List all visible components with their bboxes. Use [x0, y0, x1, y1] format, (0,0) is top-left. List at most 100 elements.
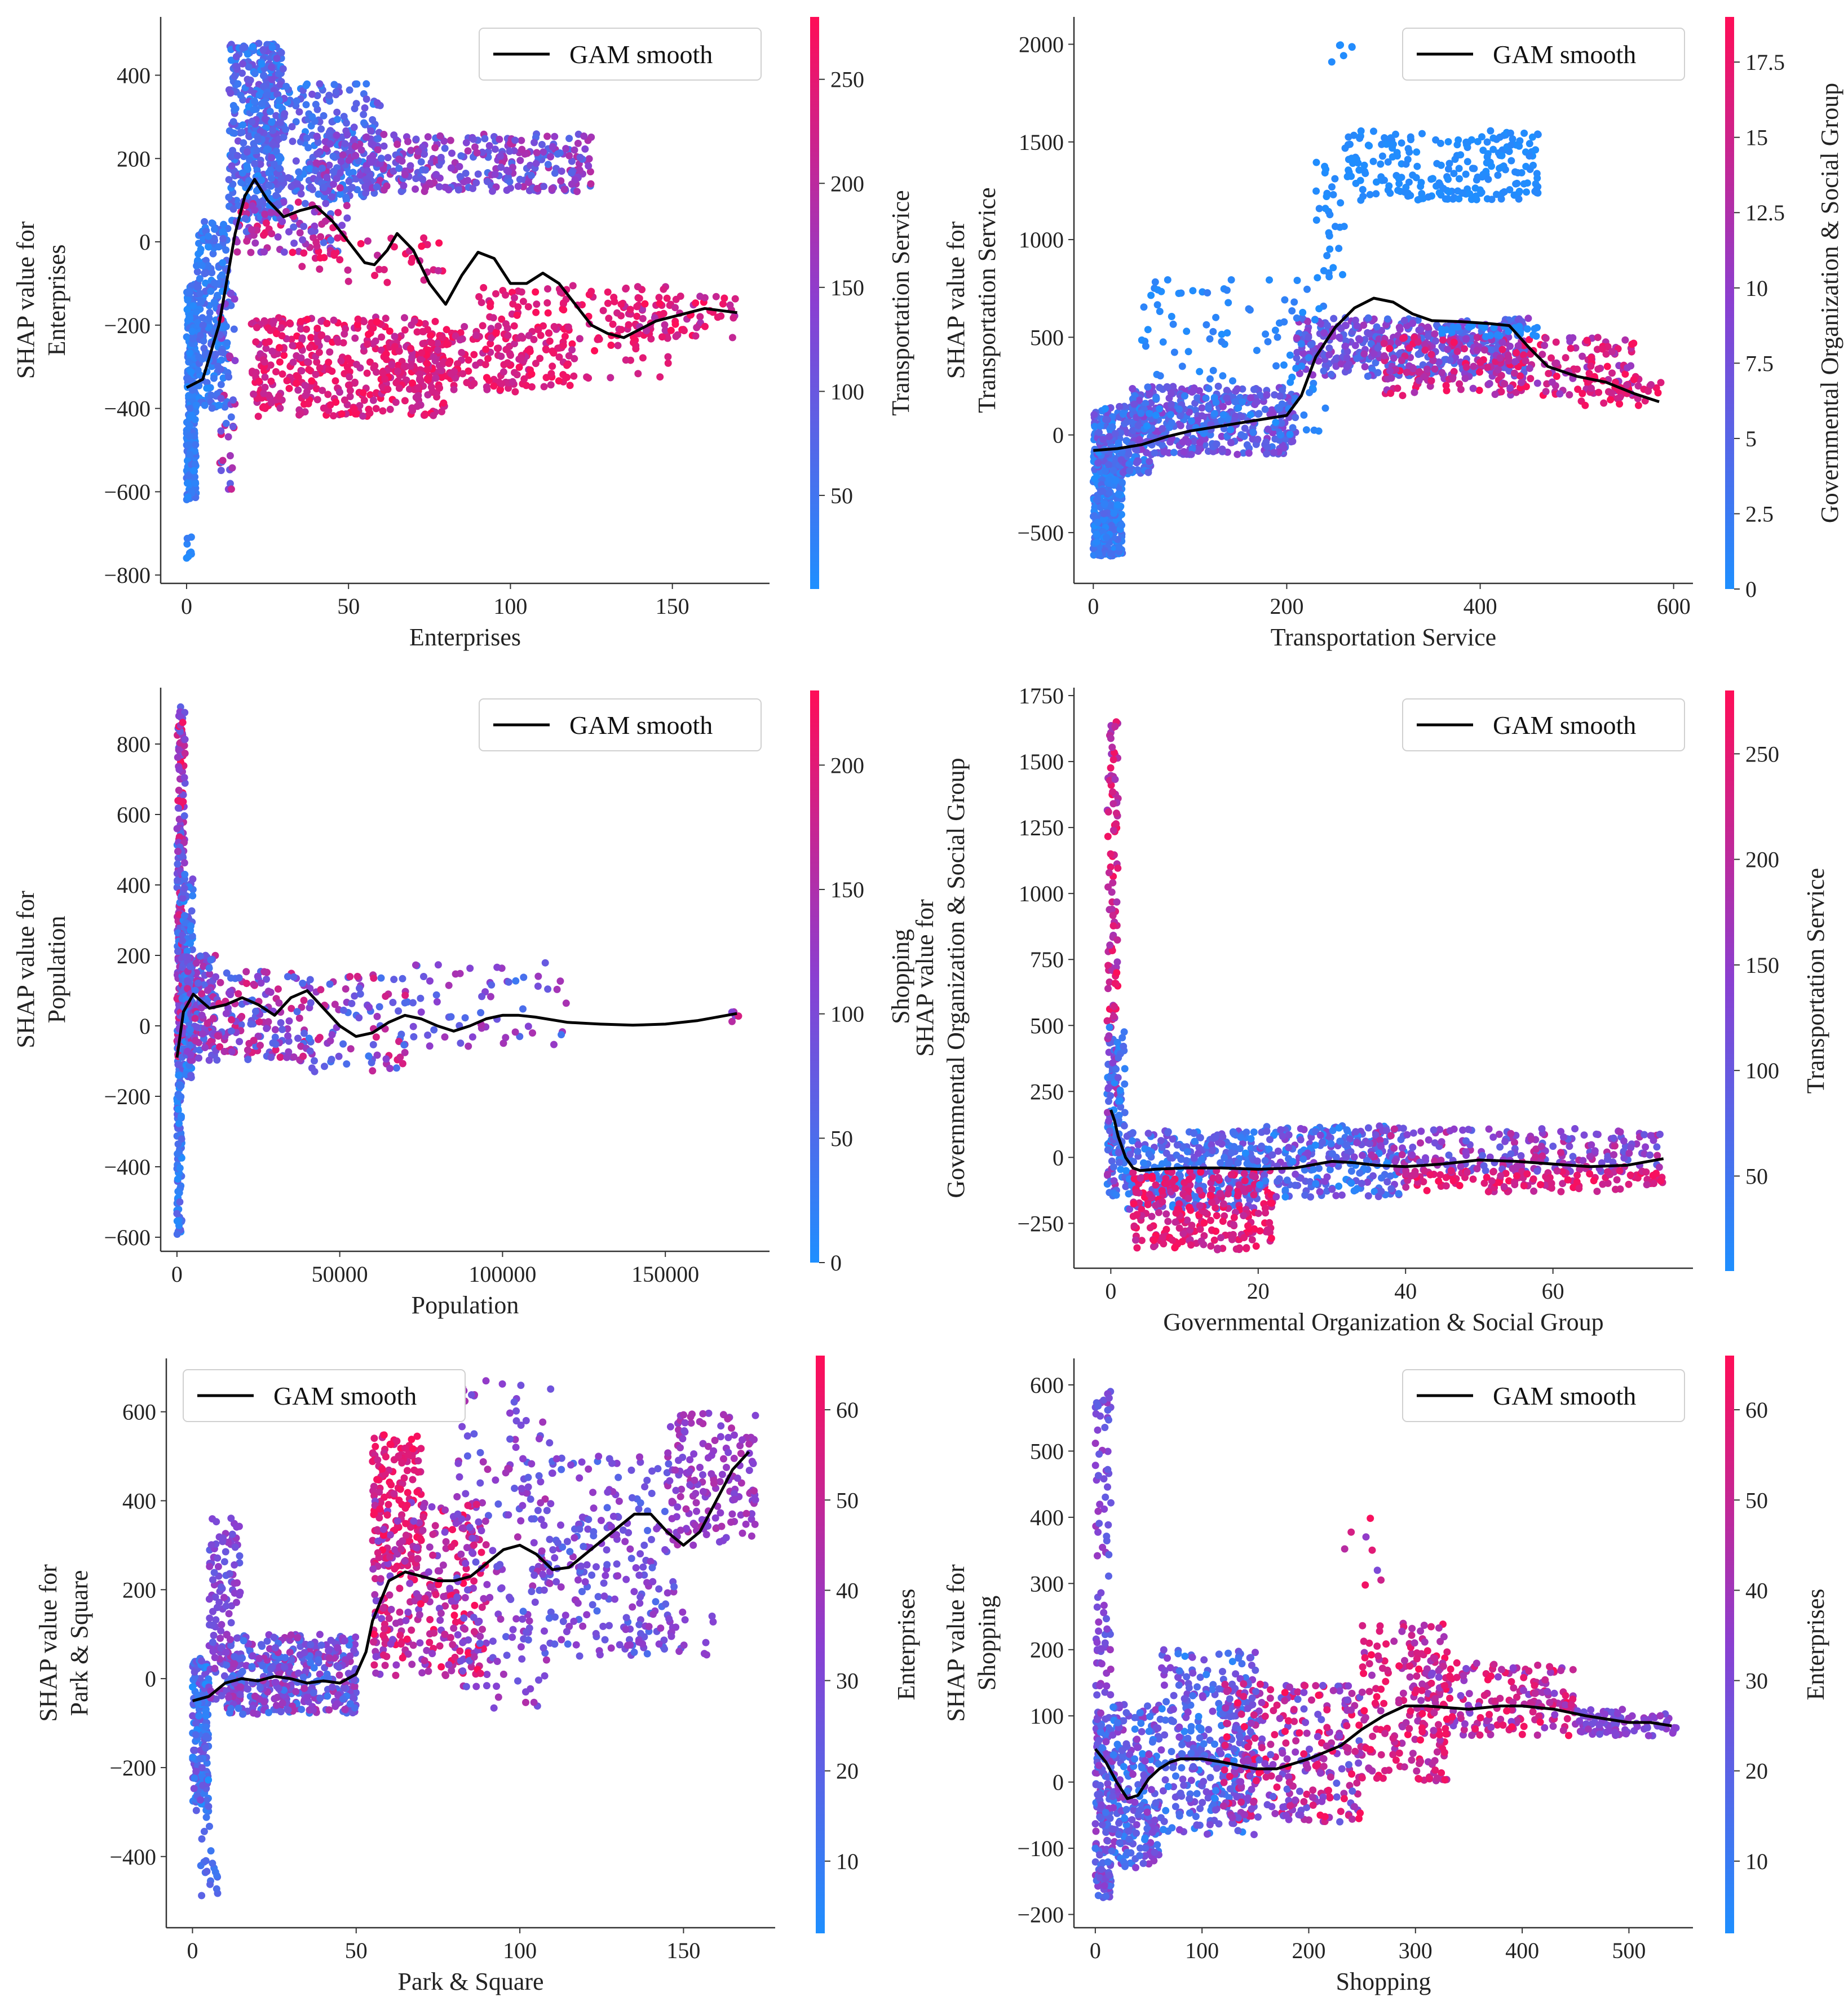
scatter-point — [595, 335, 603, 343]
scatter-point — [395, 384, 403, 392]
scatter-point — [1453, 348, 1461, 355]
scatter-point — [1326, 245, 1334, 253]
scatter-point — [431, 144, 439, 152]
scatter-point — [334, 209, 342, 216]
scatter-point — [294, 198, 302, 206]
scatter-point — [1476, 368, 1483, 376]
scatter-point — [492, 290, 499, 298]
scatter-point — [728, 334, 736, 342]
scatter-point — [1588, 354, 1595, 361]
scatter-point — [599, 307, 607, 315]
scatter-point — [281, 110, 289, 118]
scatter-point — [1196, 368, 1204, 375]
scatter-point — [1413, 162, 1421, 170]
scatter-point — [267, 377, 275, 385]
scatter-point — [664, 353, 672, 361]
scatter-point — [412, 175, 420, 183]
x-tick-label: 200 — [1270, 594, 1303, 619]
y-tick-label: 0 — [1053, 423, 1064, 448]
scatter-point — [337, 357, 345, 365]
scatter-point — [1314, 274, 1321, 282]
scatter-point — [1599, 345, 1606, 353]
scatter-point — [227, 289, 235, 297]
scatter-point — [1218, 330, 1226, 338]
scatter-point — [383, 356, 390, 364]
scatter-point — [543, 299, 551, 307]
scatter-point — [504, 331, 512, 339]
scatter-point — [1300, 411, 1308, 419]
scatter-point — [294, 386, 302, 394]
scatter-point — [542, 345, 550, 353]
scatter-point — [559, 371, 567, 379]
scatter-point — [401, 397, 409, 405]
scatter-point — [256, 198, 264, 206]
scatter-point — [394, 140, 401, 148]
scatter-point — [1483, 153, 1491, 161]
scatter-point — [298, 334, 306, 342]
scatter-point — [302, 101, 310, 109]
scatter-point — [1156, 372, 1164, 380]
scatter-point — [1378, 152, 1386, 160]
scatter-point — [431, 317, 439, 325]
scatter-point — [408, 258, 415, 266]
scatter-point — [463, 379, 471, 387]
scatter-point — [227, 413, 235, 421]
scatter-point — [481, 135, 489, 143]
scatter-point — [494, 322, 502, 330]
scatter-point — [1431, 330, 1439, 338]
scatter-point — [1205, 384, 1213, 392]
scatter-point — [475, 293, 483, 300]
scatter-point — [219, 259, 227, 267]
scatter-point — [1594, 334, 1602, 342]
scatter-point — [443, 326, 450, 334]
scatter-point — [1227, 276, 1235, 284]
scatter-point — [300, 249, 308, 257]
scatter-point — [542, 374, 550, 382]
scatter-point — [1336, 333, 1343, 341]
scatter-point — [533, 300, 541, 308]
scatter-point — [183, 534, 191, 542]
scatter-point — [634, 283, 642, 291]
scatter-point — [192, 308, 200, 316]
scatter-point — [192, 441, 200, 449]
scatter-point — [1654, 389, 1662, 397]
scatter-point — [532, 308, 540, 316]
scatter-point — [210, 279, 218, 287]
scatter-point — [585, 374, 593, 382]
scatter-point — [357, 240, 365, 247]
scatter-point — [282, 126, 290, 134]
scatter-point — [1328, 183, 1336, 191]
scatter-point — [380, 142, 388, 150]
scatter-point — [199, 321, 207, 329]
scatter-point — [315, 348, 323, 356]
scatter-point — [1280, 361, 1288, 369]
scatter-point — [499, 368, 507, 376]
scatter-point — [1513, 349, 1520, 357]
scatter-point — [1473, 346, 1481, 354]
scatter-point — [289, 249, 297, 256]
scatter-point — [1522, 357, 1529, 365]
scatter-point — [591, 347, 599, 355]
scatter-point — [341, 140, 349, 148]
scatter-point — [251, 98, 258, 105]
scatter-point — [1272, 362, 1280, 370]
scatter-point — [1437, 161, 1445, 169]
scatter-point — [296, 342, 304, 349]
scatter-point — [328, 193, 336, 201]
scatter-point — [1583, 337, 1591, 344]
scatter-point — [661, 321, 669, 329]
scatter-point — [1253, 398, 1261, 406]
scatter-point — [554, 150, 562, 158]
scatter-point — [1152, 395, 1160, 402]
scatter-point — [1359, 185, 1367, 193]
scatter-point — [1231, 398, 1239, 406]
scatter-point — [518, 288, 525, 296]
scatter-point — [1541, 342, 1549, 349]
scatter-point — [1176, 412, 1184, 420]
scatter-point — [1276, 431, 1284, 439]
scatter-point — [1389, 153, 1396, 161]
scatter-point — [1405, 178, 1413, 186]
scatter-point — [1462, 170, 1470, 178]
scatter-point — [1144, 383, 1152, 391]
scatter-point — [1130, 400, 1138, 408]
